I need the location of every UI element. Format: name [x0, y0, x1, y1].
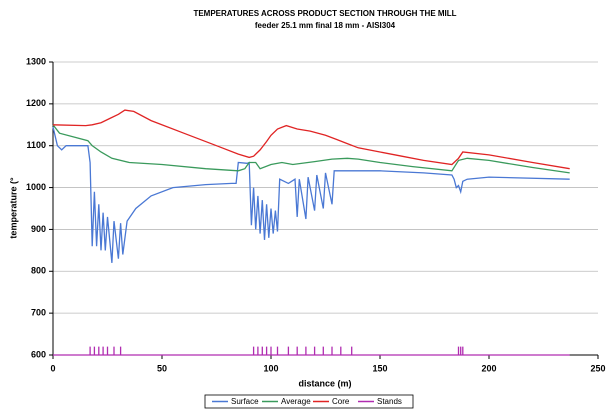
series-line: [52, 109, 570, 170]
x-tick-label: 50: [157, 363, 167, 373]
x-tick-label: 150: [372, 363, 387, 373]
y-tick-label: 700: [31, 308, 46, 318]
x-tick-label: 250: [590, 363, 605, 373]
legend-box: [204, 394, 414, 409]
series-line: [52, 126, 570, 263]
chart-title: TEMPERATURES ACROSS PRODUCT SECTION THRO…: [193, 9, 456, 18]
y-tick-label: 600: [31, 349, 46, 359]
x-tick-label: 0: [50, 363, 55, 373]
legend-label: Stands: [377, 397, 402, 406]
y-tick-label: 1100: [26, 140, 46, 150]
y-tick-label: 900: [31, 224, 46, 234]
chart-subtitle: feeder 25.1 mm final 18 mm - AISI304: [255, 21, 396, 30]
x-tick-label: 100: [263, 363, 278, 373]
legend-label: Surface: [231, 397, 259, 406]
y-tick-label: 800: [31, 266, 46, 276]
series-line: [53, 346, 570, 356]
x-tick-label: 200: [481, 363, 496, 373]
x-axis-label: distance (m): [298, 378, 351, 388]
y-tick-label: 1300: [26, 56, 46, 66]
legend-label: Average: [281, 397, 311, 406]
y-tick-label: 1200: [26, 98, 46, 108]
y-axis-label: temperature (°: [8, 177, 18, 239]
series-line: [52, 124, 570, 174]
y-tick-label: 1000: [26, 182, 46, 192]
legend-label: Core: [332, 397, 350, 406]
